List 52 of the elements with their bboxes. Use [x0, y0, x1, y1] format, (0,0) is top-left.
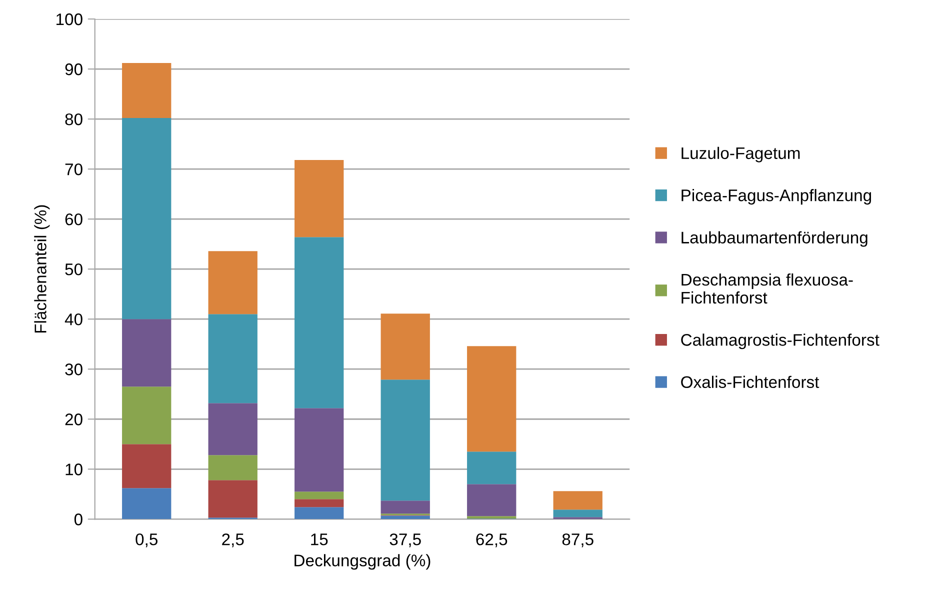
legend-label: Calamagrostis-Fichtenforst [681, 334, 880, 350]
y-tick-label: 90 [65, 63, 82, 76]
bar [380, 380, 430, 501]
bar [122, 63, 172, 118]
bar [294, 237, 344, 408]
bar [467, 346, 516, 452]
y-tick-label: 30 [65, 364, 82, 376]
bar [122, 488, 172, 520]
bar [294, 160, 344, 238]
x-tick-label: 62,5 [476, 533, 508, 548]
bar [208, 251, 258, 314]
x-tick-label: 0,5 [136, 533, 158, 548]
x-tick-label: 2,5 [222, 533, 244, 548]
x-tick-label: 37,5 [390, 533, 421, 548]
bar [208, 314, 258, 404]
bar [467, 484, 516, 516]
bar [294, 507, 344, 520]
y-tick-label: 80 [65, 113, 82, 126]
bar [553, 510, 602, 518]
y-tick-label: 40 [64, 314, 82, 326]
y-tick-label: 60 [65, 213, 82, 226]
bar [294, 499, 344, 508]
bar [208, 403, 258, 456]
y-tick-label: 10 [66, 464, 82, 476]
bar [467, 452, 516, 484]
bar [380, 314, 430, 380]
bar [294, 408, 344, 492]
legend-label: Oxalis-Fichtenforst [681, 376, 820, 388]
bar [208, 480, 258, 518]
bar [122, 319, 172, 387]
legend-label: Laubbaumartenförderung [682, 231, 868, 247]
x-axis-title: Deckungsgrad (%) [294, 554, 430, 570]
bar [122, 444, 172, 488]
y-tick-label: 50 [65, 263, 82, 276]
y-tick-label: 100 [56, 13, 82, 26]
legend-label: Deschampsia flexuosa- Fichtenforst [682, 273, 853, 304]
bar [122, 386, 172, 444]
y-tick-label: 20 [65, 414, 82, 426]
bar [294, 492, 344, 500]
bar [467, 516, 516, 519]
y-tick-label: 70 [65, 163, 82, 176]
y-tick-label: 0 [74, 514, 82, 526]
bar [122, 118, 172, 320]
x-tick-label: 87,5 [562, 533, 594, 548]
bar [208, 455, 258, 480]
bar [553, 491, 602, 510]
legend-label: Luzulo-Fagetum [682, 146, 800, 162]
legend-label: Picea-Fagus-Anpflanzung [682, 189, 872, 205]
y-axis-title: Flächenanteil (%) [34, 205, 50, 333]
bar [380, 500, 430, 514]
x-tick-label: 15 [311, 534, 328, 546]
bar [380, 516, 430, 520]
